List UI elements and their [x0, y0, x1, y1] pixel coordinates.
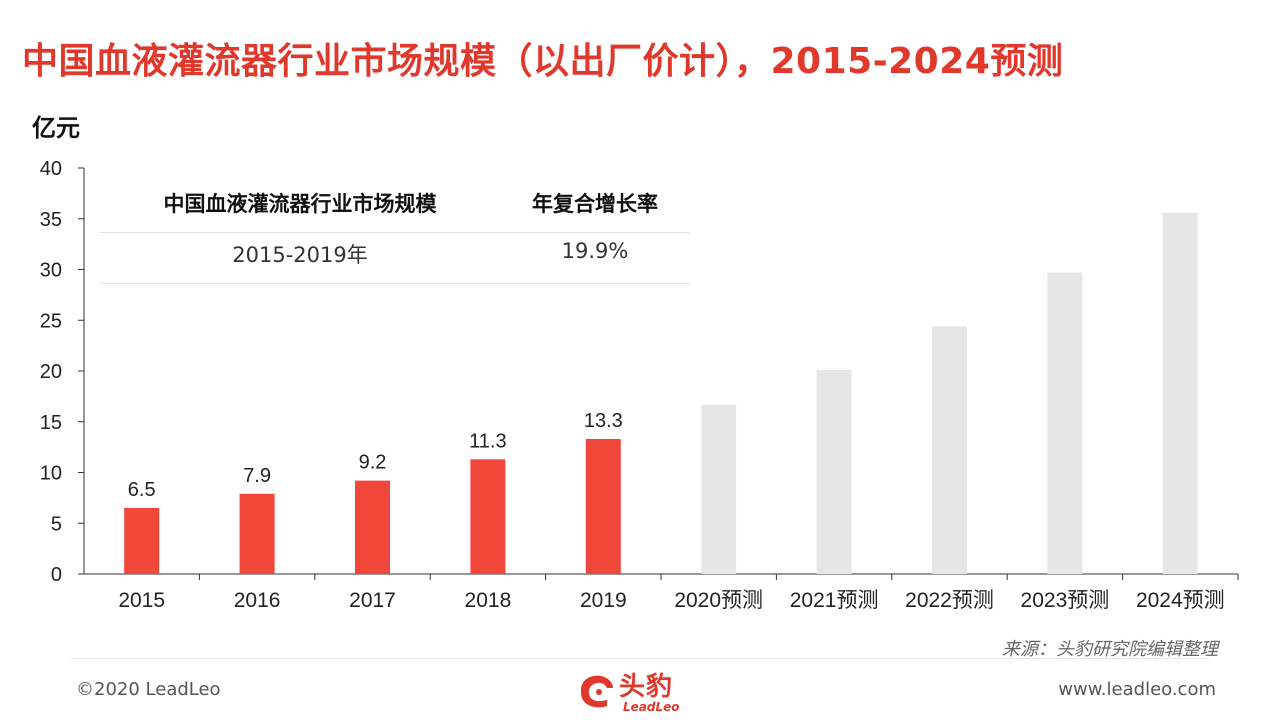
- cagr-table-row: 2015-2019年 19.9%: [100, 233, 690, 284]
- y-tick-label: 35: [40, 209, 62, 231]
- footer-divider: [70, 658, 1210, 659]
- cagr-row-label: 2015-2019年: [232, 243, 368, 267]
- bar: [1162, 212, 1198, 574]
- cagr-header-value: 年复合增长率: [532, 192, 658, 216]
- bar: [1047, 272, 1083, 574]
- y-tick-label: 25: [40, 310, 62, 332]
- data-label: 7.9: [243, 465, 271, 487]
- x-tick-label: 2017: [349, 589, 396, 612]
- y-tick-label: 20: [40, 361, 62, 383]
- x-tick-label: 2024预测: [1136, 589, 1225, 612]
- y-tick-label: 40: [40, 158, 62, 180]
- x-tick-label: 2016: [234, 589, 281, 612]
- cagr-row-value: 19.9%: [561, 239, 629, 263]
- bar: [585, 439, 621, 574]
- y-tick-label: 30: [40, 260, 62, 282]
- x-tick-label: 2021预测: [790, 589, 879, 612]
- page-title: 中国血液灌流器行业市场规模（以出厂价计），2015-2024预测: [22, 41, 1064, 82]
- leadleo-logo: 头豹 LeadLeo: [577, 664, 707, 720]
- bar: [239, 493, 275, 574]
- website-url: www.leadleo.com: [1058, 679, 1216, 700]
- leopard-head-icon: [581, 675, 613, 708]
- x-tick-label: 2019: [580, 589, 627, 612]
- y-axis-unit-label: 亿元: [32, 114, 80, 142]
- source-note: 来源：头豹研究院编辑整理: [1002, 639, 1218, 660]
- bar: [701, 404, 737, 574]
- data-label: 11.3: [469, 430, 506, 452]
- bar: [355, 480, 390, 574]
- x-tick-label: 2020预测: [674, 589, 763, 612]
- bar: [470, 459, 506, 574]
- logo-english-text: LeadLeo: [623, 700, 680, 714]
- x-tick-label: 2015: [118, 589, 165, 612]
- y-tick-label: 15: [40, 412, 62, 434]
- cagr-table-header: 中国血液灌流器行业市场规模 年复合增长率: [100, 182, 690, 233]
- bar: [932, 326, 967, 574]
- bar: [816, 369, 852, 574]
- x-tick-label: 2018: [465, 589, 512, 612]
- y-tick-label: 10: [40, 463, 62, 485]
- y-tick-label: 5: [51, 513, 62, 535]
- x-tick-label: 2022预测: [905, 589, 994, 612]
- data-label: 9.2: [359, 452, 387, 474]
- logo-chinese-text: 头豹: [619, 672, 674, 702]
- cagr-header-label: 中国血液灌流器行业市场规模: [163, 192, 437, 216]
- x-tick-label: 2023预测: [1021, 589, 1110, 612]
- bar: [124, 508, 160, 574]
- data-label: 13.3: [584, 410, 623, 432]
- copyright-text: ©2020 LeadLeo: [76, 679, 221, 700]
- y-tick-label: 0: [51, 564, 62, 586]
- cagr-table: 中国血液灌流器行业市场规模 年复合增长率 2015-2019年 19.9%: [100, 182, 690, 284]
- data-label: 6.5: [128, 479, 156, 501]
